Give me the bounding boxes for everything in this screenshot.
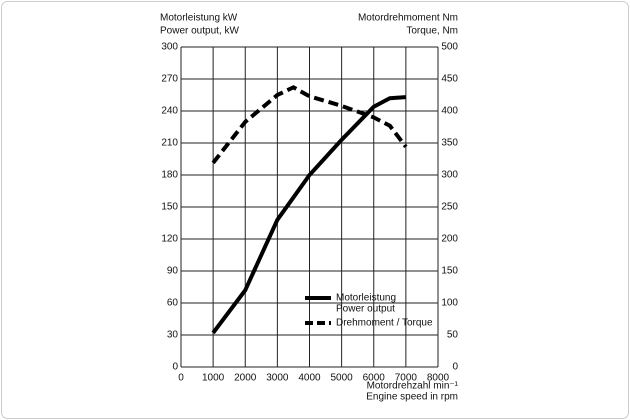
y-tick-label: 210 <box>161 138 178 149</box>
legend-label: Power output <box>336 304 395 315</box>
x-tick-label: 5000 <box>331 373 354 384</box>
x-tick-label: 1000 <box>202 373 225 384</box>
y-tick-label: 120 <box>161 234 178 245</box>
legend-label: Motorleistung <box>336 293 396 304</box>
y-tick-label: 60 <box>167 298 179 309</box>
x-tick-label: 6000 <box>363 373 386 384</box>
y-tick-label: 270 <box>161 74 178 85</box>
y2-tick-label: 0 <box>452 362 458 373</box>
y2-tick-label: 500 <box>441 42 458 53</box>
y2-axis-label: Torque, Nm <box>406 26 458 37</box>
y2-tick-label: 350 <box>441 138 458 149</box>
x-axis-label: Motordrehzahl min⁻¹ <box>367 381 459 392</box>
series-line <box>211 85 408 165</box>
y2-tick-label: 50 <box>447 330 459 341</box>
x-tick-label: 0 <box>178 373 184 384</box>
x-tick-label: 4000 <box>298 373 321 384</box>
x-tick-label: 3000 <box>266 373 289 384</box>
y-tick-label: 90 <box>167 266 179 277</box>
legend-label: Drehmoment / Torque <box>336 318 433 329</box>
y-tick-label: 150 <box>161 202 178 213</box>
y-tick-label: 240 <box>161 106 178 117</box>
y2-tick-label: 400 <box>441 106 458 117</box>
x-tick-label: 2000 <box>234 373 257 384</box>
y-tick-label: 300 <box>161 42 178 53</box>
y-tick-label: 180 <box>161 170 178 181</box>
y-tick-label: 0 <box>172 362 178 373</box>
y2-tick-label: 150 <box>441 266 458 277</box>
y2-axis-label: Motordrehmoment Nm <box>358 13 458 24</box>
y-axis-label: Motorleistung kW <box>160 13 238 24</box>
y2-tick-label: 250 <box>441 202 458 213</box>
y-tick-label: 30 <box>167 330 179 341</box>
series-line <box>211 95 407 335</box>
x-tick-label: 8000 <box>427 373 450 384</box>
y-axis-label: Power output, kW <box>160 26 239 37</box>
y2-tick-label: 100 <box>441 298 458 309</box>
y2-tick-label: 200 <box>441 234 458 245</box>
y2-tick-label: 300 <box>441 170 458 181</box>
x-axis-label: Engine speed in rpm <box>366 392 458 403</box>
x-tick-label: 7000 <box>395 373 418 384</box>
y2-tick-label: 450 <box>441 74 458 85</box>
